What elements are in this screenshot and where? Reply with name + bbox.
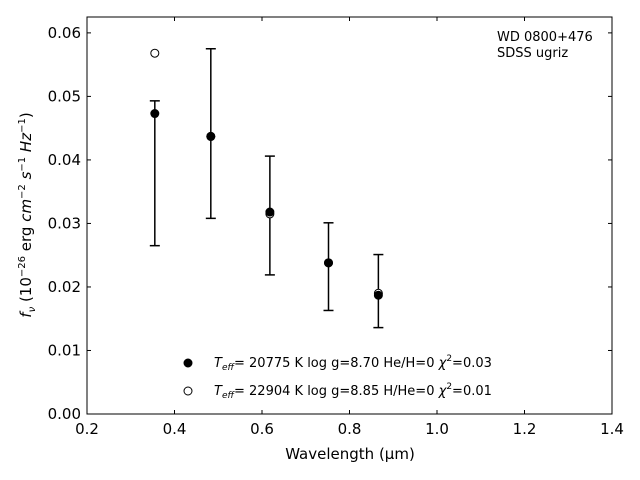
x-tick-label: 1.4: [600, 420, 624, 438]
model-point-filled: [265, 207, 275, 217]
y-tick-label: 0.04: [48, 151, 81, 169]
legend: Teff= 20775 K log g=8.70 He/H=0 χ2=0.03 …: [183, 354, 492, 401]
y-axis-ticks: 0.00 0.01 0.02 0.03 0.04 0.05 0.06: [48, 24, 612, 423]
model-point-filled: [206, 131, 216, 141]
model-point-filled: [324, 258, 333, 268]
y-tick-label: 0.05: [48, 87, 81, 105]
y-axis-label: fν (10−26 erg cm−2 s−1 Hz−1): [17, 112, 38, 317]
x-axis-label: Wavelength (μm): [285, 445, 415, 463]
model-point-filled: [150, 109, 160, 119]
x-tick-label: 0.4: [163, 420, 187, 438]
x-tick-label: 1.0: [425, 420, 449, 438]
y-tick-label: 0.03: [48, 214, 81, 232]
x-tick-label: 0.8: [338, 420, 362, 438]
legend-marker-open: [183, 386, 193, 396]
data-points: [150, 48, 383, 300]
x-tick-label: 1.2: [513, 420, 537, 438]
y-tick-label: 0.00: [48, 405, 81, 423]
model-point-filled: [373, 290, 383, 300]
y-tick-label: 0.06: [48, 24, 81, 42]
model-point-open: [150, 48, 160, 58]
legend-entry-1: Teff= 20775 K log g=8.70 He/H=0 χ2=0.03: [214, 354, 492, 373]
annotation-object: WD 0800+476: [497, 30, 593, 45]
x-axis-ticks: 0.2 0.4 0.6 0.8 1.0 1.2 1.4: [75, 17, 624, 438]
legend-marker-filled: [183, 358, 193, 368]
x-tick-label: 0.2: [75, 420, 99, 438]
annotation-survey: SDSS ugriz: [497, 46, 568, 61]
y-tick-label: 0.01: [48, 341, 81, 359]
legend-entry-2: Teff= 22904 K log g=8.85 H/He=0 χ2=0.01: [214, 382, 492, 401]
x-tick-label: 0.6: [250, 420, 274, 438]
y-tick-label: 0.02: [48, 278, 81, 296]
